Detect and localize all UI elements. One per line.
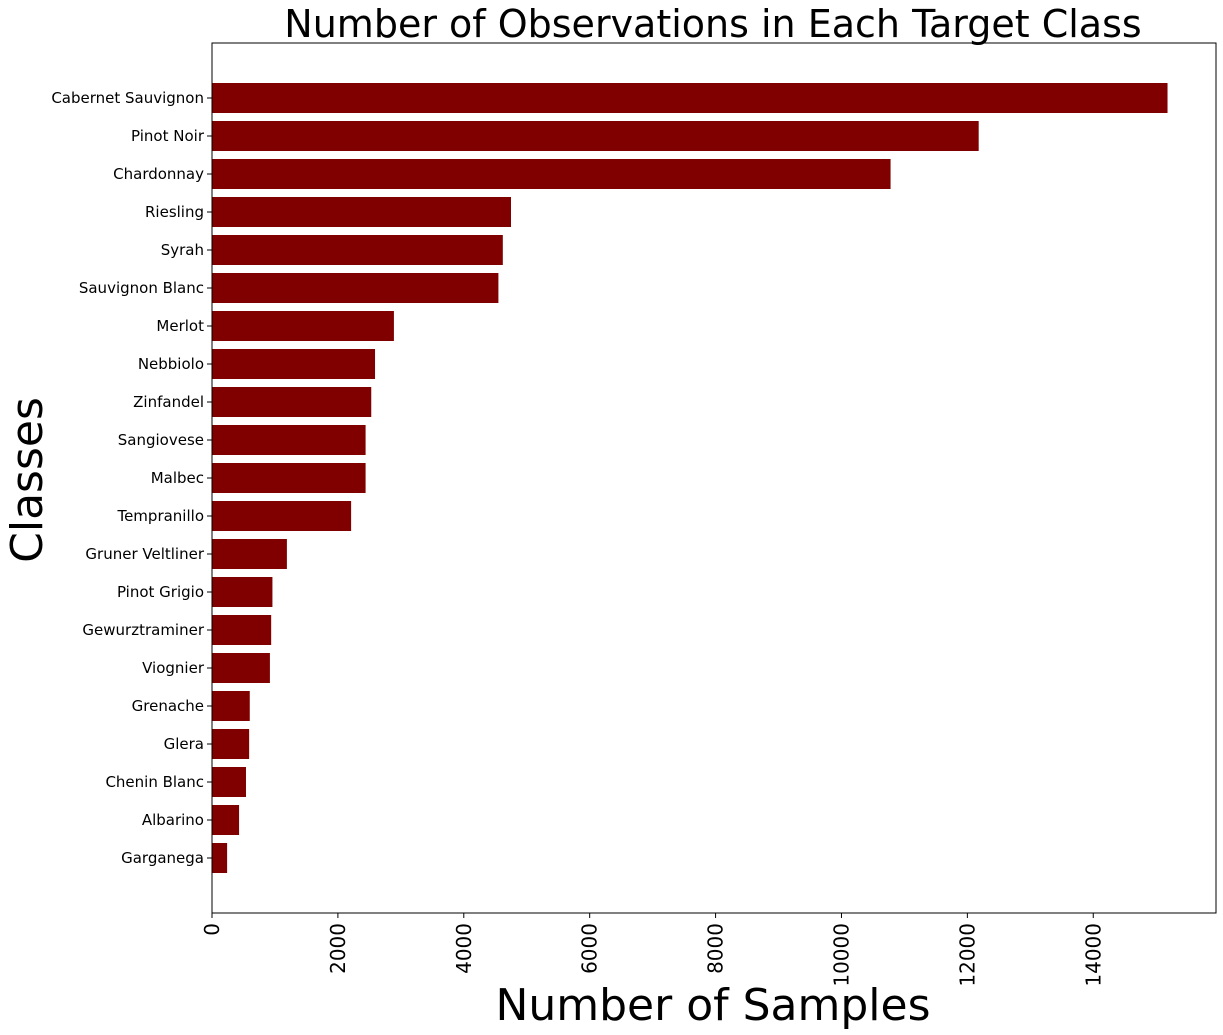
chart-title: Number of Observations in Each Target Cl… [284, 2, 1141, 46]
bar [212, 387, 372, 417]
bar [212, 235, 503, 265]
bar [212, 691, 250, 721]
y-tick-label: Chenin Blanc [105, 773, 204, 791]
y-tick-label: Nebbiolo [138, 355, 204, 373]
x-axis-label: Number of Samples [495, 980, 930, 1031]
y-tick-label: Garganega [121, 849, 204, 867]
x-tick-label: 0 [200, 923, 224, 936]
y-axis: Cabernet Sauvignon Pinot Noir Chardonnay Ri… [51, 89, 212, 867]
y-tick-label: Merlot [156, 317, 204, 335]
bar [212, 425, 366, 455]
bar [212, 615, 272, 645]
x-tick-label: 10000 [829, 923, 853, 987]
bar [212, 767, 246, 797]
x-tick-label: 4000 [452, 923, 476, 974]
y-tick-label: Albarino [142, 811, 204, 829]
x-tick-label: 12000 [955, 923, 979, 987]
y-tick-label: Pinot Noir [131, 127, 205, 145]
y-tick-label: Gruner Veltliner [85, 545, 204, 563]
y-tick-label: Riesling [145, 203, 204, 221]
x-tick-label: 14000 [1081, 923, 1105, 987]
bar [212, 349, 376, 379]
bar [212, 121, 979, 151]
bar [212, 501, 352, 531]
bar [212, 463, 366, 493]
bar [212, 843, 228, 873]
y-tick-label: Zinfandel [133, 393, 204, 411]
bar [212, 577, 273, 607]
y-tick-label: Grenache [132, 697, 204, 715]
y-axis-label: Classes [2, 397, 53, 563]
y-tick-label: Chardonnay [113, 165, 204, 183]
bar [212, 729, 250, 759]
y-tick-label: Tempranillo [116, 507, 204, 525]
y-tick-label: Gewurztraminer [82, 621, 204, 639]
y-tick-label: Malbec [151, 469, 204, 487]
bar [212, 539, 287, 569]
bar [212, 311, 394, 341]
y-tick-label: Sangiovese [118, 431, 204, 449]
x-tick-label: 8000 [704, 923, 728, 974]
bar [212, 159, 891, 189]
y-tick-label: Syrah [161, 241, 204, 259]
bar [212, 653, 270, 683]
x-tick-label: 6000 [578, 923, 602, 974]
x-tick-label: 2000 [326, 923, 350, 974]
x-axis: 0 2000 4000 6000 8000 10000 12000 14000 [200, 913, 1105, 987]
bar [212, 83, 1168, 113]
bar [212, 805, 240, 835]
bar [212, 273, 499, 303]
y-tick-label: Pinot Grigio [117, 583, 204, 601]
y-tick-label: Glera [164, 735, 204, 753]
y-tick-label: Viognier [142, 659, 205, 677]
bar [212, 197, 511, 227]
y-tick-label: Sauvignon Blanc [79, 279, 204, 297]
y-tick-label: Cabernet Sauvignon [51, 89, 204, 107]
bars-layer [212, 83, 1168, 873]
